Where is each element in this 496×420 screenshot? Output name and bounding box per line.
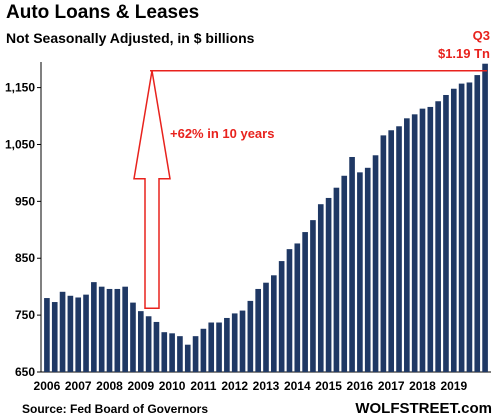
latest-value-label: $1.19 Tn — [438, 46, 490, 61]
watermark: WOLFSTREET.com — [355, 400, 492, 417]
x-tick-label: 2011 — [190, 379, 216, 393]
bar — [255, 288, 261, 372]
bar — [317, 204, 324, 372]
y-tick-label: 850 — [15, 251, 35, 265]
y-tick-label: 1,050 — [5, 137, 35, 151]
bar — [435, 101, 441, 372]
bar — [419, 108, 426, 372]
x-tick-label: 2018 — [409, 379, 436, 393]
bar — [247, 300, 254, 372]
chart-title: Auto Loans & Leases — [6, 2, 200, 23]
bar — [333, 187, 340, 372]
bar — [216, 322, 222, 372]
x-tick-label: 2016 — [347, 379, 374, 393]
y-tick-label: 1,150 — [5, 81, 35, 95]
y-tick-label: 750 — [15, 308, 35, 322]
bar — [349, 156, 355, 372]
y-tick-label: 650 — [15, 365, 35, 379]
y-tick-label: 950 — [15, 194, 35, 208]
growth-annotation: +62% in 10 years — [170, 126, 274, 141]
bar — [263, 282, 269, 372]
bar — [278, 261, 285, 372]
x-tick-label: 2013 — [253, 379, 280, 393]
bar — [192, 336, 199, 372]
bar — [130, 302, 136, 372]
bar — [44, 298, 50, 372]
bar — [411, 114, 418, 373]
bar — [310, 220, 316, 372]
bar — [75, 297, 82, 372]
bar — [177, 336, 183, 372]
bar — [106, 288, 113, 372]
bar — [357, 172, 363, 372]
bar — [169, 333, 175, 372]
bar — [208, 322, 215, 372]
bar — [67, 295, 74, 372]
bar — [388, 130, 395, 372]
bar — [482, 63, 488, 372]
bar — [294, 243, 301, 372]
bar — [372, 155, 379, 372]
bar — [231, 313, 238, 372]
bar — [396, 126, 402, 372]
bar — [224, 317, 230, 372]
bar — [466, 82, 473, 373]
source-note: Source: Fed Board of Governors — [22, 402, 209, 416]
growth-arrow — [133, 70, 171, 310]
x-tick-label: 2017 — [378, 379, 405, 393]
bar — [153, 321, 160, 372]
bar — [98, 286, 105, 372]
bar — [341, 175, 348, 372]
bar — [59, 291, 66, 372]
latest-quarter-label: Q3 — [473, 28, 490, 43]
bar — [450, 88, 457, 372]
bar — [122, 286, 128, 372]
bar — [380, 135, 387, 372]
bar — [161, 332, 168, 372]
bar — [83, 294, 89, 372]
x-tick-label: 2012 — [221, 379, 248, 393]
x-tick-label: 2006 — [34, 379, 61, 393]
bar — [325, 197, 332, 372]
bar — [91, 282, 97, 372]
x-tick-label: 2010 — [159, 379, 186, 393]
bar — [364, 167, 371, 372]
x-tick-label: 2008 — [96, 379, 123, 393]
bar — [404, 118, 410, 373]
bar — [271, 275, 277, 372]
x-tick-label: 2007 — [65, 379, 92, 393]
bar — [184, 344, 191, 372]
x-tick-label: 2015 — [315, 379, 342, 393]
bar — [145, 316, 152, 372]
bar — [443, 94, 449, 373]
x-tick-label: 2019 — [440, 379, 467, 393]
bar — [474, 75, 481, 372]
bar — [200, 328, 207, 372]
bar — [114, 288, 121, 372]
chart-subtitle: Not Seasonally Adjusted, in $ billions — [6, 30, 255, 46]
x-tick-label: 2014 — [284, 379, 311, 393]
bar — [302, 232, 308, 372]
bar — [51, 302, 58, 372]
bar — [286, 249, 293, 372]
bar — [458, 83, 465, 372]
bar — [427, 106, 434, 372]
bar — [239, 310, 246, 372]
bar — [137, 311, 144, 372]
x-tick-label: 2009 — [127, 379, 154, 393]
